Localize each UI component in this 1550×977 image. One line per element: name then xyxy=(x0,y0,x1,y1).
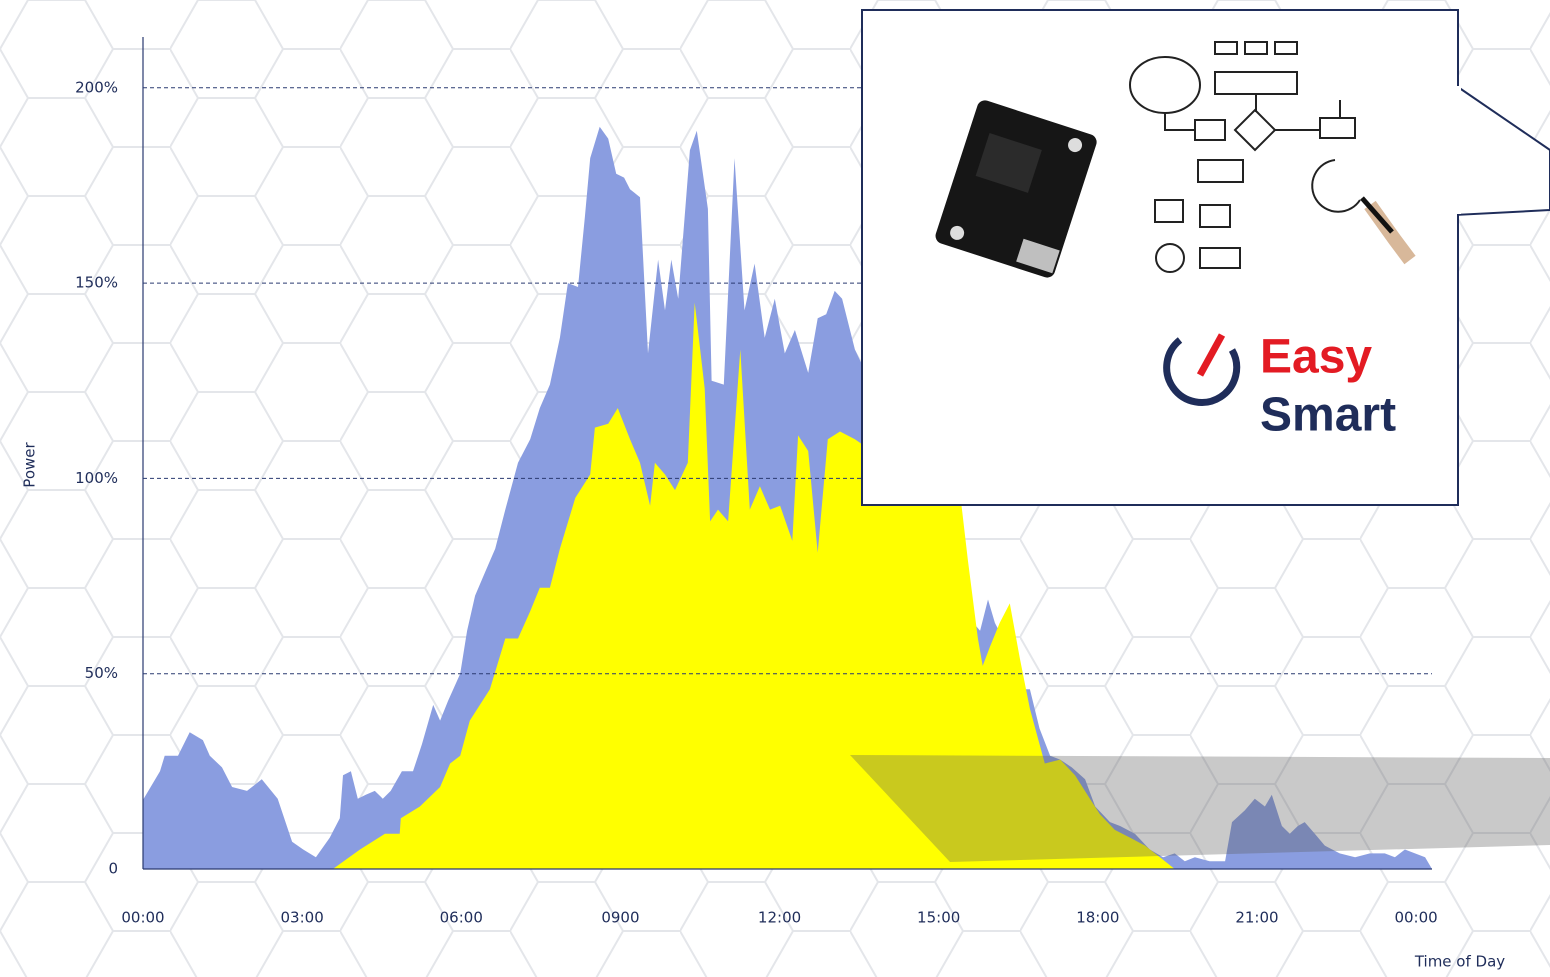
logo-bottom: Smart xyxy=(1260,389,1396,442)
callout-join xyxy=(1455,86,1461,214)
shadow-band xyxy=(850,755,1550,862)
x-tick-label: 00:00 xyxy=(1394,909,1437,927)
y-tick-label: 50% xyxy=(85,664,118,682)
y-tick-label: 0 xyxy=(108,860,118,878)
x-tick-label: 15:00 xyxy=(917,909,960,927)
callout: Easy Smart xyxy=(862,10,1550,505)
logo-top: Easy xyxy=(1260,331,1372,384)
y-tick-label: 150% xyxy=(75,274,118,292)
x-tick-label: 06:00 xyxy=(440,909,483,927)
x-tick-label: 12:00 xyxy=(758,909,801,927)
y-tick-label: 100% xyxy=(75,469,118,487)
page: 0 50% 100% 150% 200% 00:00 03:00 06:00 0900 12:00… xyxy=(0,0,1550,977)
x-tick-label: 21:00 xyxy=(1235,909,1278,927)
y-axis-label: Power xyxy=(21,441,39,487)
x-tick-label: 0900 xyxy=(601,909,639,927)
x-tick-label: 03:00 xyxy=(281,909,324,927)
y-tick-label: 200% xyxy=(75,78,118,96)
x-axis-label: Time of Day xyxy=(1414,953,1505,971)
x-tick-label: 18:00 xyxy=(1076,909,1119,927)
x-tick-label: 00:00 xyxy=(121,909,164,927)
chart: 0 50% 100% 150% 200% 00:00 03:00 06:00 0900 12:00… xyxy=(0,0,1550,977)
